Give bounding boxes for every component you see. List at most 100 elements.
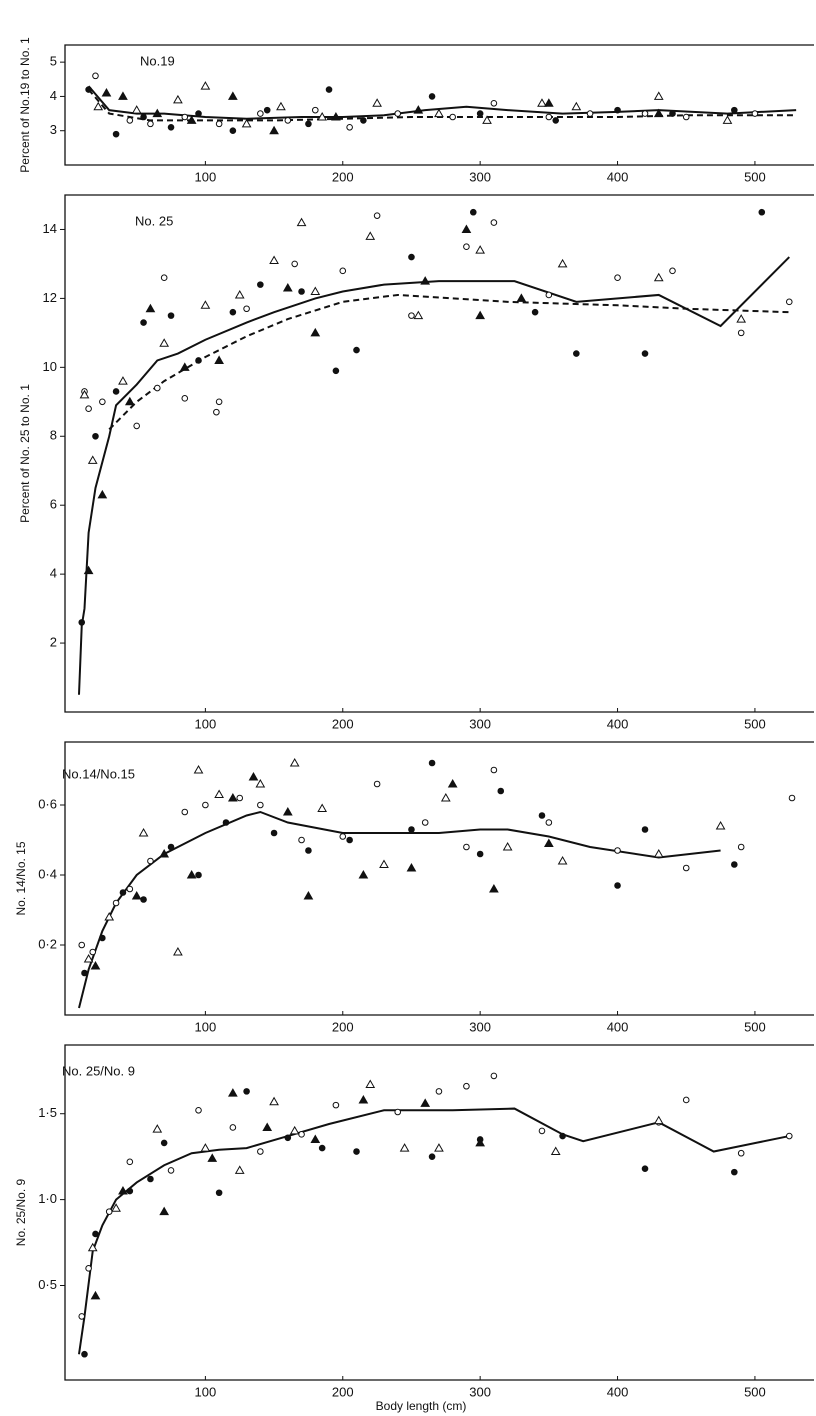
point (92, 1230, 99, 1238)
point (167, 123, 175, 131)
point (236, 794, 244, 802)
point (181, 808, 189, 816)
point (394, 110, 402, 117)
point (228, 1088, 238, 1097)
fit-line (77, 256, 790, 695)
point (310, 286, 321, 296)
point (195, 110, 202, 117)
fit-line (108, 293, 790, 431)
x-tick-label: 200 (332, 716, 354, 731)
point (373, 212, 381, 219)
point (353, 1148, 360, 1155)
point (138, 827, 149, 837)
point (296, 217, 307, 227)
point (317, 111, 328, 121)
point (298, 288, 305, 295)
point (255, 778, 266, 788)
x-tick-label: 500 (744, 1019, 766, 1034)
y-tick-label: 5 (50, 54, 57, 69)
point (78, 1313, 86, 1320)
point (207, 1153, 218, 1162)
y-tick-label: 14 (43, 221, 57, 236)
point (89, 948, 97, 956)
point (291, 260, 298, 268)
point (159, 338, 170, 347)
point (186, 869, 197, 879)
y-tick-label: 0·2 (38, 936, 57, 951)
point (538, 1127, 546, 1135)
point (614, 106, 621, 114)
x-tick-label: 100 (195, 1384, 217, 1399)
point (193, 764, 204, 774)
point (289, 757, 300, 767)
point (87, 455, 98, 464)
point (173, 946, 183, 956)
point (440, 792, 451, 802)
point (147, 120, 154, 128)
point (222, 819, 230, 826)
y-tick-label: 0·4 (38, 866, 57, 881)
point (229, 308, 237, 316)
point (420, 1098, 431, 1107)
point (179, 362, 190, 371)
point (758, 208, 766, 216)
point (181, 113, 189, 121)
point (339, 267, 347, 275)
point (421, 819, 429, 826)
point (516, 293, 527, 302)
point (243, 305, 250, 313)
point (550, 1146, 561, 1156)
point (463, 243, 470, 250)
point (105, 1208, 113, 1215)
x-tick-label: 300 (469, 1019, 491, 1034)
point (81, 1350, 88, 1358)
point (641, 350, 649, 357)
point (181, 395, 189, 402)
point (365, 1079, 376, 1089)
axis-frame (64, 1044, 814, 1381)
point (545, 113, 553, 121)
point (152, 108, 163, 118)
point (332, 367, 340, 375)
fit-line (87, 88, 797, 122)
point (434, 1143, 444, 1152)
point (126, 117, 134, 124)
point (394, 1108, 402, 1116)
point (112, 388, 120, 395)
fit-line (87, 85, 797, 120)
point (284, 117, 292, 124)
point (269, 1096, 279, 1106)
point (112, 899, 120, 907)
point (214, 355, 224, 364)
point (78, 619, 86, 626)
axis-frame (64, 194, 814, 713)
point (332, 1101, 340, 1109)
axis-frame (64, 741, 814, 1016)
point (537, 98, 547, 107)
point (545, 819, 553, 826)
point (152, 1124, 163, 1133)
point (97, 489, 108, 499)
point (573, 350, 580, 357)
point (641, 1165, 649, 1172)
point (399, 1143, 410, 1152)
point (653, 91, 664, 100)
y-axis-label: No. 25/No. 9 (14, 1178, 28, 1246)
point (557, 855, 568, 865)
point (408, 826, 415, 833)
point (731, 1168, 738, 1176)
point (140, 319, 147, 326)
point (682, 113, 690, 121)
point (99, 398, 106, 406)
point (186, 115, 197, 124)
x-tick-label: 300 (469, 169, 491, 184)
x-axis-label: Body length (cm) (376, 1399, 467, 1413)
point (228, 792, 238, 802)
y-axis-label: Percent of No.19 to No. 1 (18, 37, 32, 173)
x-tick-label: 500 (744, 169, 766, 184)
point (358, 869, 369, 879)
x-tick-label: 200 (332, 1384, 354, 1399)
x-tick-label: 400 (607, 1019, 629, 1034)
point (428, 93, 436, 100)
axis-frame (64, 44, 814, 166)
